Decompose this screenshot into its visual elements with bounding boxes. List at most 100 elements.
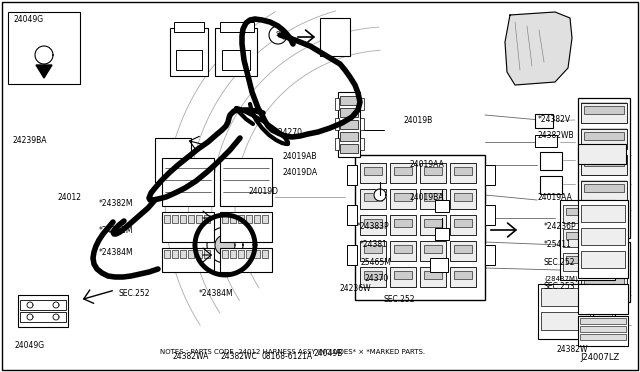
Bar [220, 22, 254, 32]
Text: *24382V: *24382V [538, 115, 571, 124]
Bar [162, 248, 214, 272]
Bar [360, 163, 386, 183]
Bar [222, 215, 228, 223]
Bar [254, 215, 260, 223]
Bar [390, 189, 416, 209]
Bar [188, 215, 194, 223]
Text: *25411: *25411 [544, 240, 572, 249]
Bar [18, 295, 68, 327]
Bar [164, 215, 170, 223]
Bar [222, 50, 250, 70]
Bar [360, 118, 364, 130]
Bar [364, 219, 382, 227]
Bar [541, 288, 590, 306]
Bar [424, 271, 442, 279]
Text: 24382WA: 24382WA [173, 352, 209, 361]
Bar [364, 167, 382, 175]
Bar [220, 212, 272, 242]
Polygon shape [215, 235, 235, 255]
Bar [254, 250, 260, 258]
Bar [424, 167, 442, 175]
Bar [320, 18, 350, 56]
Bar [560, 200, 615, 280]
Text: *24382M: *24382M [99, 226, 134, 235]
Text: 24049G: 24049G [14, 341, 44, 350]
Bar [584, 184, 624, 192]
Bar [196, 215, 202, 223]
Bar [430, 258, 448, 272]
Bar [420, 215, 446, 235]
Bar [196, 250, 202, 258]
Text: 24239BA: 24239BA [13, 136, 47, 145]
Text: 24382W: 24382W [557, 345, 588, 354]
Bar [578, 316, 628, 346]
Bar [204, 215, 210, 223]
Bar [420, 163, 446, 183]
Bar [338, 92, 360, 157]
Bar [450, 189, 476, 209]
Bar [394, 193, 412, 201]
Text: (1): (1) [282, 35, 290, 40]
Bar [581, 103, 627, 123]
Bar [360, 138, 364, 150]
Polygon shape [27, 302, 33, 308]
Bar [454, 193, 472, 201]
Text: *24383P: *24383P [356, 222, 389, 231]
Bar [485, 165, 495, 185]
Bar [20, 300, 66, 310]
Bar [188, 250, 194, 258]
Bar [485, 205, 495, 225]
Bar [584, 210, 624, 218]
Bar [340, 144, 358, 153]
Bar [450, 241, 476, 261]
Bar [172, 215, 178, 223]
Bar [8, 12, 80, 84]
Bar [566, 208, 608, 215]
Bar [566, 256, 608, 263]
Bar [360, 267, 386, 287]
Polygon shape [374, 189, 386, 201]
Text: *24270: *24270 [275, 128, 303, 137]
Text: *24384M: *24384M [99, 248, 134, 257]
Polygon shape [505, 12, 572, 85]
Bar [390, 163, 416, 183]
Bar [424, 219, 442, 227]
Bar [454, 271, 472, 279]
Bar [262, 250, 268, 258]
Bar [424, 245, 442, 253]
Text: 24019AA: 24019AA [410, 160, 444, 169]
Bar [578, 242, 630, 302]
Bar [390, 215, 416, 235]
Bar [578, 200, 628, 278]
Polygon shape [53, 302, 59, 308]
Bar [578, 98, 630, 238]
Bar [176, 50, 202, 70]
Bar [485, 245, 495, 265]
Polygon shape [27, 314, 33, 320]
Bar [563, 205, 612, 223]
Bar [450, 163, 476, 183]
Bar [580, 334, 626, 340]
Bar [347, 165, 357, 185]
Bar [170, 28, 208, 76]
Bar [540, 152, 562, 170]
Bar [360, 241, 386, 261]
Bar [220, 248, 272, 272]
Bar [340, 108, 358, 117]
Bar [563, 312, 612, 330]
Bar [394, 245, 412, 253]
Bar [162, 158, 214, 206]
Bar [566, 232, 608, 239]
Bar [390, 241, 416, 261]
Bar [222, 250, 228, 258]
Text: 24012: 24012 [58, 193, 82, 202]
Bar [435, 228, 449, 240]
Bar [204, 250, 210, 258]
Bar [246, 215, 252, 223]
Text: 24049G: 24049G [14, 15, 44, 24]
Text: J24007LZ: J24007LZ [580, 353, 620, 362]
Bar [584, 250, 624, 258]
Bar [230, 215, 236, 223]
Bar [390, 267, 416, 287]
Bar [172, 250, 178, 258]
